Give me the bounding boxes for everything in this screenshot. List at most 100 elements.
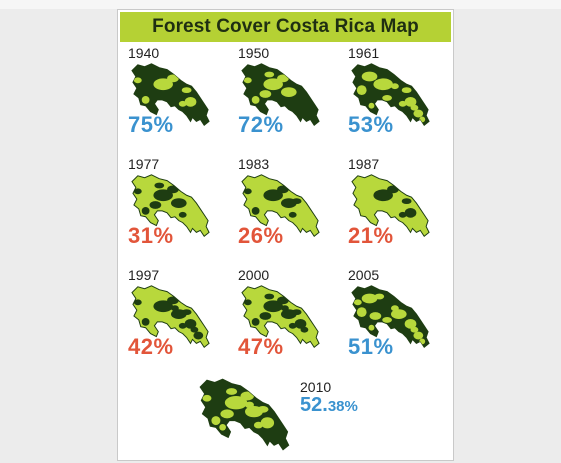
land-shape <box>131 174 210 237</box>
forest-patch <box>264 293 275 300</box>
forest-patch <box>263 300 283 313</box>
top-strip <box>0 0 561 9</box>
cleared-patch <box>167 74 179 83</box>
forest-patch <box>149 201 162 209</box>
panel-1997: 1997 42% <box>124 265 234 376</box>
forest-patch <box>251 206 260 215</box>
year-label: 2005 <box>348 267 380 283</box>
cleared-patch <box>404 318 417 329</box>
percent-label: 26% <box>238 223 284 248</box>
cleared-patch <box>413 331 424 340</box>
forest-patch <box>141 317 150 326</box>
costa-rica-map-1997 <box>130 282 212 352</box>
cleared-patch <box>361 71 378 82</box>
forest-patch <box>401 198 412 205</box>
year-label: 1997 <box>128 267 160 283</box>
cleared-patch <box>373 78 393 91</box>
forest-patch <box>288 211 297 218</box>
map-1997-svg <box>131 285 210 348</box>
land-shape <box>351 174 430 237</box>
page-title: Forest Cover Costa Rica Map <box>120 12 451 42</box>
cleared-patch <box>413 109 424 118</box>
cleared-patch <box>253 421 263 429</box>
cleared-patch <box>263 78 283 91</box>
cleared-patch <box>391 305 399 312</box>
forest-patch <box>263 189 283 202</box>
year-label: 1950 <box>238 45 270 61</box>
cleared-patch <box>178 100 187 107</box>
cleared-patch <box>259 90 272 98</box>
patches <box>133 296 204 340</box>
patches <box>202 388 275 431</box>
percent-label: 75% <box>128 112 174 137</box>
percent-label: 51% <box>348 334 394 359</box>
cleared-patch <box>419 338 426 345</box>
cleared-patch <box>356 307 367 317</box>
costa-rica-map-2000 <box>240 282 322 352</box>
land-shape <box>241 285 320 348</box>
patches <box>133 182 187 218</box>
patches <box>373 185 417 218</box>
year-label: 1977 <box>128 156 160 172</box>
forest-patch <box>243 188 252 195</box>
costa-rica-map-1987 <box>350 171 432 241</box>
year-label: 1940 <box>128 45 160 61</box>
map-2005-svg <box>351 285 430 348</box>
forest-patch <box>167 185 179 194</box>
cleared-patch <box>184 96 197 107</box>
percent-label: 72% <box>238 112 284 137</box>
forest-patch <box>281 198 297 208</box>
final-percent-whole: 52. <box>300 394 328 416</box>
forest-patch <box>133 299 142 306</box>
forest-patch <box>277 185 289 194</box>
land-shape <box>131 285 210 348</box>
map-2010-svg <box>199 378 290 451</box>
cleared-patch <box>211 416 221 426</box>
cleared-patch <box>281 87 297 97</box>
forest-patch <box>294 318 307 329</box>
cleared-patch <box>368 102 375 109</box>
costa-rica-map-1961 <box>350 60 432 130</box>
forest-patch <box>288 322 297 329</box>
cleared-patch <box>419 116 426 123</box>
percent-label: 21% <box>348 223 394 248</box>
forest-patch <box>133 188 142 195</box>
costa-rica-map-1940 <box>130 60 212 130</box>
forest-patch <box>277 296 289 305</box>
year-label: 1983 <box>238 156 270 172</box>
panel-1940: 1940 75% <box>124 43 234 154</box>
cleared-patch <box>382 95 392 101</box>
land-shape <box>131 63 210 126</box>
final-percent-label: 52.38% <box>300 394 358 417</box>
cleared-patch <box>219 423 226 431</box>
forest-patch <box>243 299 252 306</box>
panel-1950: 1950 72% <box>234 43 344 154</box>
percent-label: 31% <box>128 223 174 248</box>
cleared-patch <box>260 417 275 429</box>
final-year-label: 2010 <box>300 379 332 395</box>
year-label: 1987 <box>348 156 380 172</box>
cleared-patch <box>240 391 254 401</box>
final-percent-decimal: 38% <box>327 398 358 415</box>
land-shape <box>241 63 320 126</box>
percent-label: 47% <box>238 334 284 359</box>
cleared-patch <box>264 71 275 78</box>
cleared-patch <box>277 74 289 83</box>
map-1961-svg <box>351 63 430 126</box>
year-label: 1961 <box>348 45 380 61</box>
patches <box>133 74 197 107</box>
cleared-patch <box>245 406 263 418</box>
forest-patch <box>171 198 187 208</box>
map-1977-svg <box>131 174 210 237</box>
percent-label: 53% <box>348 112 394 137</box>
forest-patch <box>373 189 393 202</box>
patches <box>243 293 309 333</box>
forest-patch <box>178 211 187 218</box>
patches <box>353 293 426 345</box>
cleared-patch <box>401 87 412 94</box>
cleared-patch <box>356 85 367 95</box>
forest-patch <box>251 317 260 326</box>
panel-1961: 1961 53% <box>344 43 454 154</box>
cleared-patch <box>391 83 399 90</box>
forest-patch <box>184 318 197 329</box>
